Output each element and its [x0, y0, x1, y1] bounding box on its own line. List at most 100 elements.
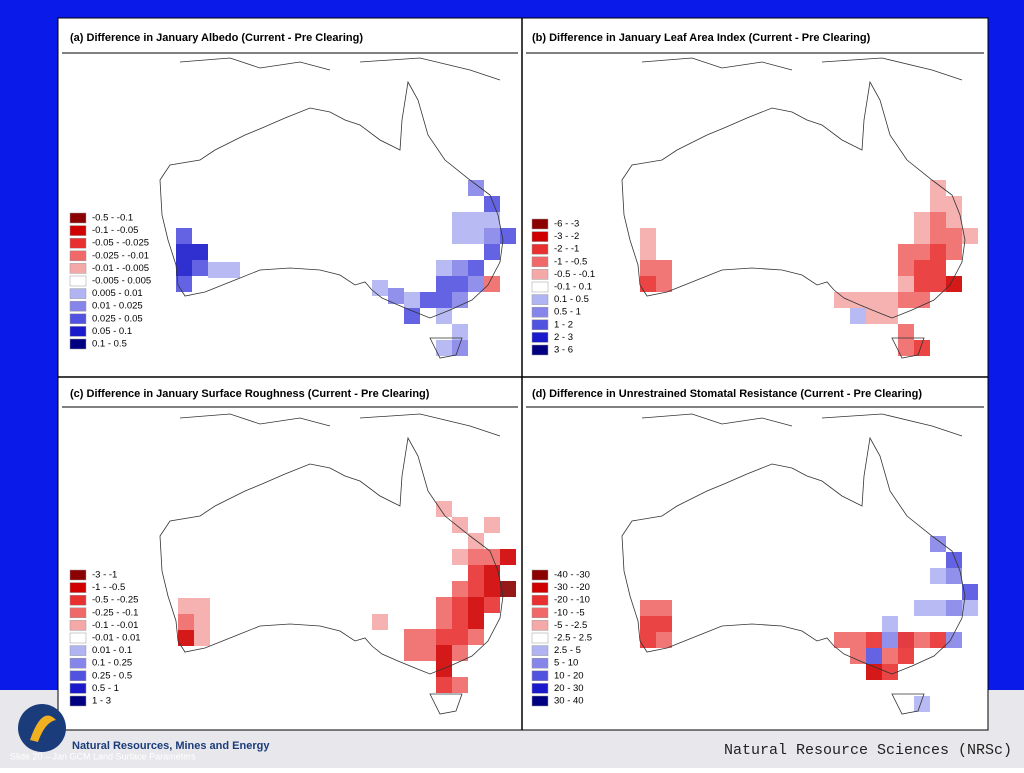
legend-label: 0.005 - 0.01 — [92, 288, 143, 299]
grid-cell — [962, 228, 978, 244]
legend-swatch — [69, 594, 87, 606]
grid-cell — [914, 696, 930, 712]
grid-cell — [882, 664, 898, 680]
legend-swatch — [531, 231, 549, 242]
legend-label: -0.01 - -0.005 — [92, 263, 149, 274]
grid-cell — [866, 648, 882, 664]
grid-cell — [898, 340, 914, 356]
grid-cell — [914, 260, 930, 276]
legend-swatch — [531, 620, 549, 631]
grid-cell — [452, 517, 468, 533]
grid-cell — [914, 600, 930, 616]
legend-label: 0.5 - 1 — [92, 683, 119, 694]
legend-label: 1 - 2 — [554, 319, 573, 330]
grid-cell — [468, 629, 484, 645]
grid-cell — [930, 228, 946, 244]
legend-label: 20 - 30 — [554, 683, 584, 694]
grid-cell — [914, 340, 930, 356]
grid-cell — [176, 228, 192, 244]
grid-cell — [930, 600, 946, 616]
legend-swatch — [69, 326, 87, 337]
legend-label: -5 - -2.5 — [554, 620, 587, 631]
legend-swatch — [531, 695, 549, 707]
grid-cell — [834, 632, 850, 648]
grid-cell — [484, 276, 500, 292]
grid-cell — [484, 212, 500, 228]
legend-swatch — [531, 582, 549, 593]
grid-cell — [484, 228, 500, 244]
grid-cell — [436, 597, 452, 613]
grid-cell — [850, 308, 866, 324]
legend-swatch — [69, 632, 87, 644]
grid-cell — [962, 584, 978, 600]
grid-cell — [930, 568, 946, 584]
panel-title: (a) Difference in January Albedo (Curren… — [70, 32, 363, 44]
legend-label: -20 - -10 — [554, 595, 590, 606]
legend-label: 0.05 - 0.1 — [92, 326, 132, 337]
grid-cell — [452, 228, 468, 244]
grid-cell — [946, 552, 962, 568]
grid-cell — [898, 244, 914, 260]
legend-label: -0.1 - 0.1 — [554, 282, 592, 293]
grid-cell — [500, 549, 516, 565]
legend-label: 30 - 40 — [554, 696, 584, 707]
org-name: Natural Resources, Mines and Energy — [72, 740, 270, 752]
grid-cell — [436, 260, 452, 276]
grid-cell — [192, 244, 208, 260]
legend-label: 0.5 - 1 — [554, 307, 581, 318]
grid-cell — [436, 661, 452, 677]
legend-label: -0.5 - -0.25 — [92, 595, 138, 606]
legend-swatch — [531, 319, 549, 331]
grid-cell — [882, 648, 898, 664]
grid-cell — [436, 677, 452, 693]
grid-cell — [946, 228, 962, 244]
grid-cell — [484, 244, 500, 260]
legend-swatch — [69, 225, 87, 236]
grid-cell — [452, 613, 468, 629]
legend-label: 0.1 - 0.5 — [554, 294, 589, 305]
grid-cell — [468, 613, 484, 629]
legend-swatch — [69, 275, 87, 287]
grid-cell — [194, 598, 210, 614]
grid-cell — [930, 196, 946, 212]
legend-label: 0.1 - 0.25 — [92, 658, 132, 669]
legend-swatch — [531, 657, 549, 669]
grid-cell — [452, 260, 468, 276]
legend-label: -2.5 - 2.5 — [554, 633, 592, 644]
grid-cell — [468, 212, 484, 228]
grid-cell — [468, 180, 484, 196]
grid-cell — [930, 244, 946, 260]
grid-cell — [946, 600, 962, 616]
grid-cell — [866, 292, 882, 308]
grid-cell — [404, 645, 420, 661]
grid-cell — [640, 600, 656, 616]
grid-cell — [898, 632, 914, 648]
grid-cell — [178, 614, 194, 630]
grid-cell — [420, 645, 436, 661]
legend-label: -0.5 - -0.1 — [92, 213, 133, 224]
map-panel: (a) Difference in January Albedo (Curren… — [69, 32, 516, 359]
legend-label: -0.01 - 0.01 — [92, 633, 141, 644]
grid-cell — [468, 276, 484, 292]
slide-caption: Slide 20 – Jan GCM Land Surface Paramete… — [10, 751, 196, 761]
grid-cell — [640, 276, 656, 292]
logo-mark — [30, 715, 56, 742]
legend-label: -0.025 - -0.01 — [92, 250, 149, 261]
legend-swatch — [531, 344, 549, 356]
grid-cell — [436, 292, 452, 308]
grid-cell — [208, 262, 224, 278]
grid-cell — [640, 228, 656, 244]
legend-swatch — [531, 670, 549, 682]
legend-swatch — [531, 243, 549, 255]
legend-label: -3 - -2 — [554, 231, 579, 242]
grid-cell — [640, 616, 656, 632]
grid-cell — [452, 276, 468, 292]
legend-label: 0.01 - 0.025 — [92, 301, 143, 312]
grid-cell — [500, 581, 516, 597]
grid-cell — [452, 629, 468, 645]
grid-cell — [914, 228, 930, 244]
grid-cell — [468, 565, 484, 581]
grid-cell — [898, 260, 914, 276]
legend-swatch — [531, 683, 549, 694]
grid-cell — [484, 517, 500, 533]
